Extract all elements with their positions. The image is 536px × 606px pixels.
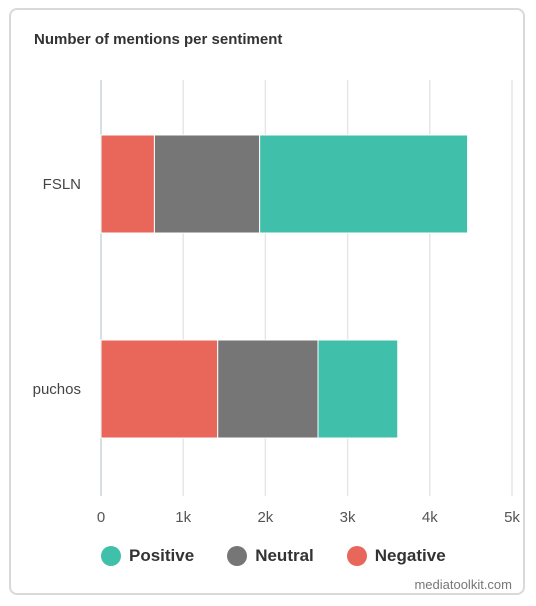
legend-item-neutral[interactable]: Neutral — [227, 546, 314, 566]
legend-label-negative: Negative — [374, 546, 446, 565]
x-tick-label: 1k — [175, 509, 191, 526]
x-tick-label: 5k — [504, 509, 520, 526]
bar-neutral-fsln[interactable] — [153, 134, 261, 234]
x-tick-label: 3k — [340, 509, 356, 526]
bar-positive-fsln[interactable] — [259, 134, 469, 234]
legend-swatch-negative — [346, 546, 367, 566]
legend-swatch-neutral — [227, 546, 248, 566]
legend: Positive Neutral Negative — [101, 546, 479, 566]
chart-title: Number of mentions per sentiment — [34, 31, 283, 48]
legend-item-negative[interactable]: Negative — [346, 546, 446, 566]
category-label: puchos — [33, 381, 81, 398]
chart-card — [9, 8, 525, 595]
bars — [100, 134, 469, 439]
legend-label-positive: Positive — [129, 546, 195, 565]
legend-swatch-positive — [101, 546, 121, 566]
x-tick-label: 4k — [422, 509, 438, 526]
bar-negative-puchos[interactable] — [100, 339, 219, 439]
x-tick-label: 0 — [97, 509, 105, 526]
legend-label-neutral: Neutral — [255, 546, 314, 565]
bar-positive-puchos[interactable] — [317, 339, 399, 439]
x-axis-ticks: 0 1k 2k 3k 4k 5k — [97, 509, 521, 526]
x-tick-label: 2k — [257, 509, 273, 526]
bar-negative-fsln[interactable] — [100, 134, 155, 234]
category-label: FSLN — [43, 176, 81, 193]
credit-text: mediatoolkit.com — [414, 577, 512, 592]
legend-item-positive[interactable]: Positive — [101, 546, 194, 566]
bar-neutral-puchos[interactable] — [217, 339, 319, 439]
category-labels: FSLN puchos — [33, 176, 81, 398]
